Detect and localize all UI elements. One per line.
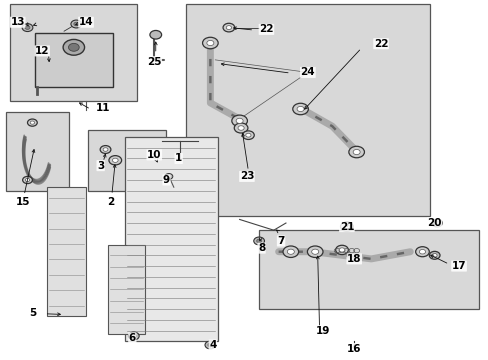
Text: 3: 3 (97, 161, 104, 171)
Circle shape (292, 103, 308, 115)
Circle shape (74, 22, 79, 26)
Circle shape (164, 174, 172, 179)
Text: 6: 6 (128, 333, 136, 343)
Circle shape (25, 26, 30, 30)
Text: 12: 12 (35, 46, 49, 56)
Text: 18: 18 (346, 254, 361, 264)
Text: 17: 17 (451, 261, 466, 271)
Text: 11: 11 (96, 103, 110, 113)
Circle shape (335, 245, 347, 255)
Bar (35, 33, 113, 87)
Circle shape (103, 148, 108, 151)
Circle shape (434, 221, 439, 225)
Circle shape (256, 239, 261, 243)
Circle shape (150, 31, 161, 39)
Circle shape (307, 246, 323, 257)
Circle shape (283, 246, 298, 257)
Circle shape (22, 176, 32, 184)
Circle shape (112, 158, 118, 162)
Circle shape (238, 126, 244, 130)
Circle shape (415, 247, 428, 257)
Circle shape (223, 23, 234, 32)
Bar (5, 112, 69, 191)
Circle shape (242, 131, 254, 139)
Bar (108, 244, 144, 334)
Circle shape (428, 251, 439, 259)
Text: 10: 10 (147, 150, 161, 160)
Circle shape (71, 20, 81, 28)
Circle shape (296, 107, 304, 112)
Text: 7: 7 (277, 236, 284, 246)
Text: 8: 8 (257, 243, 264, 253)
Text: 15: 15 (15, 197, 30, 207)
Bar (10, 4, 137, 101)
Circle shape (340, 222, 352, 231)
Circle shape (253, 237, 264, 245)
Text: 19: 19 (315, 325, 329, 336)
Text: 5: 5 (29, 308, 36, 318)
Text: 16: 16 (346, 343, 361, 354)
Circle shape (226, 26, 231, 30)
Text: 25: 25 (147, 57, 161, 67)
Circle shape (339, 248, 344, 252)
Circle shape (231, 115, 247, 127)
Circle shape (63, 40, 84, 55)
Text: 23: 23 (239, 171, 254, 181)
Circle shape (202, 37, 218, 49)
Text: 4: 4 (209, 340, 216, 350)
Text: 22: 22 (373, 39, 387, 49)
Bar (88, 130, 166, 191)
Circle shape (348, 146, 364, 158)
Bar (125, 137, 217, 341)
Circle shape (245, 133, 250, 137)
Text: 9: 9 (163, 175, 170, 185)
Circle shape (431, 219, 442, 227)
Text: 22: 22 (259, 24, 273, 35)
Text: 1: 1 (175, 153, 182, 163)
Circle shape (236, 118, 243, 123)
Circle shape (131, 334, 136, 338)
Circle shape (206, 40, 213, 46)
Circle shape (22, 24, 33, 32)
Circle shape (27, 119, 37, 126)
Text: 2: 2 (106, 197, 114, 207)
Circle shape (207, 343, 212, 347)
Text: 20: 20 (427, 218, 441, 228)
Text: 24: 24 (300, 67, 315, 77)
Text: 13: 13 (10, 17, 25, 27)
Circle shape (287, 249, 294, 254)
Circle shape (128, 332, 139, 340)
Circle shape (30, 121, 35, 124)
Text: 14: 14 (79, 17, 93, 27)
Circle shape (344, 225, 349, 229)
Circle shape (311, 249, 318, 254)
Circle shape (204, 341, 215, 349)
Circle shape (100, 145, 111, 153)
Circle shape (419, 249, 425, 254)
Circle shape (109, 156, 122, 165)
Text: 21: 21 (339, 222, 353, 231)
Bar (259, 230, 478, 309)
Circle shape (25, 179, 30, 181)
Circle shape (234, 123, 247, 133)
Bar (47, 187, 86, 316)
Circle shape (431, 253, 436, 257)
Circle shape (68, 43, 79, 51)
Bar (185, 4, 429, 216)
Circle shape (352, 149, 360, 154)
